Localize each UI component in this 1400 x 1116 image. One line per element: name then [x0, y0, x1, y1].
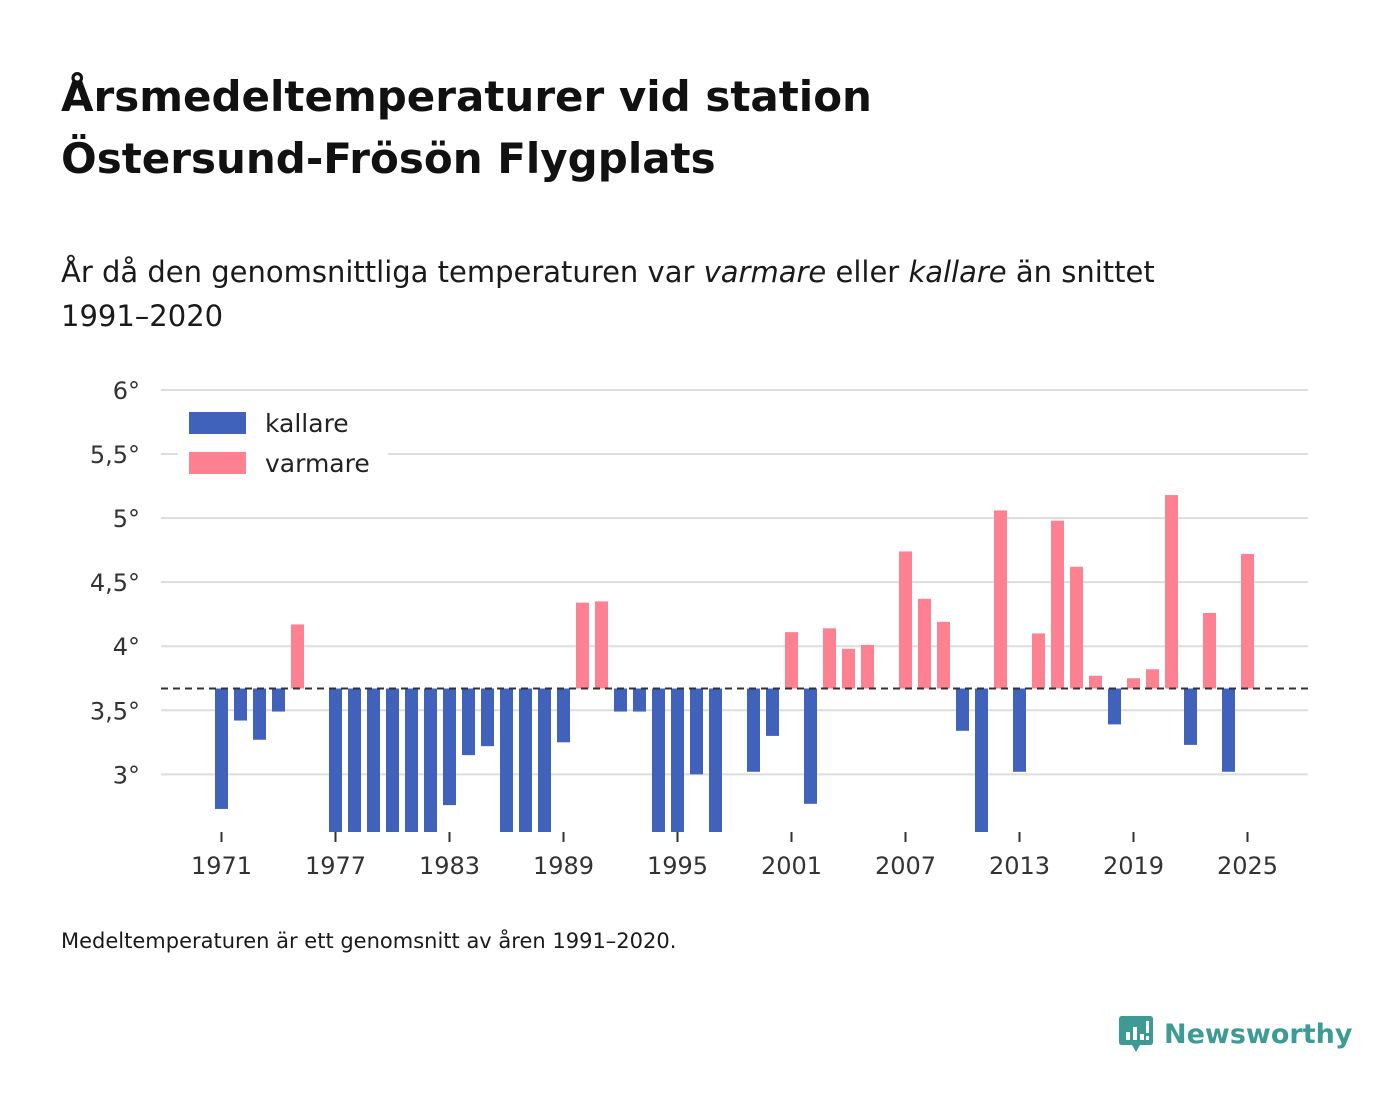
bar-warm-1991 [595, 601, 608, 689]
bar-cold-1972 [234, 688, 247, 721]
x-tick-label: 1995 [647, 852, 708, 880]
brand-logo[interactable]: Newsworthy [1118, 1012, 1352, 1056]
legend-swatch-cold [189, 412, 246, 434]
bar-cold-2013 [1013, 688, 1026, 772]
bar-cold-2018 [1108, 688, 1121, 725]
y-tick-label: 5,5° [90, 441, 140, 469]
bar-warm-2014 [1032, 633, 1045, 689]
x-tick-label: 1983 [419, 852, 480, 880]
bar-cold-1977 [329, 688, 342, 832]
title-line-2: Östersund-Frösön Flygplats [61, 134, 716, 183]
bar-cold-1978 [348, 688, 361, 832]
bar-warm-1990 [576, 602, 589, 689]
chart-title: Årsmedeltemperaturer vid station Östersu… [61, 66, 1061, 190]
subtitle-part-1: År då den genomsnittliga temperaturen va… [61, 255, 704, 289]
brand-name: Newsworthy [1164, 1018, 1353, 1050]
bar-cold-1981 [405, 688, 418, 832]
x-tick-label: 2019 [1103, 852, 1164, 880]
bar-cold-2000 [766, 688, 779, 736]
bar-warm-2008 [918, 598, 931, 689]
bar-cold-2002 [804, 688, 817, 804]
y-tick-label: 4° [113, 633, 140, 661]
subtitle-warm-word: varmare [703, 255, 827, 289]
bar-cold-1988 [538, 688, 551, 832]
bar-cold-1979 [367, 688, 380, 832]
bar-cold-2022 [1184, 688, 1197, 745]
bar-cold-1989 [557, 688, 570, 743]
x-tick-label: 2001 [761, 852, 822, 880]
bar-cold-1974 [272, 688, 285, 712]
subtitle-part-2: eller [826, 255, 909, 289]
bar-cold-1982 [424, 688, 437, 832]
bar-cold-1980 [386, 688, 399, 832]
bar-cold-1992 [614, 688, 627, 712]
bar-chart: 3° 3,5° 4° 4,5° 5° 5,5° 6° 1971 1977 1983 1989 1995… [90, 377, 1308, 880]
bar-cold-1985 [481, 688, 494, 747]
x-tick-label: 1977 [305, 852, 366, 880]
bar-cold-2024 [1222, 688, 1235, 772]
legend: kallare varmare [178, 395, 388, 483]
y-tick-label: 5° [113, 505, 140, 533]
bar-cold-2011 [975, 688, 988, 832]
bar-warm-2019 [1127, 678, 1140, 689]
bar-warm-2016 [1070, 566, 1083, 689]
x-tick-label: 2007 [875, 852, 936, 880]
bar-warm-2009 [937, 621, 950, 689]
y-tick-label: 3,5° [90, 697, 140, 725]
bar-cold-1983 [443, 688, 456, 806]
bar-cold-1994 [652, 688, 665, 832]
bar-layer [215, 495, 1254, 832]
legend-swatch-warm [189, 452, 246, 474]
y-tick-label: 3° [113, 761, 140, 789]
bar-warm-1975 [291, 624, 304, 689]
footnote: Medeltemperaturen är ett genomsnitt av å… [61, 929, 677, 953]
y-tick-label: 6° [113, 377, 140, 405]
bar-cold-1996 [690, 688, 703, 775]
bar-warm-2007 [899, 551, 912, 689]
bar-warm-2003 [823, 628, 836, 689]
bar-warm-2023 [1203, 612, 1216, 689]
bar-warm-2017 [1089, 675, 1102, 689]
axis-layer: 3° 3,5° 4° 4,5° 5° 5,5° 6° 1971 1977 1983 1989 1995… [90, 377, 1278, 880]
legend-label-cold: kallare [265, 409, 349, 438]
x-tick-label: 1971 [191, 852, 252, 880]
bar-warm-2005 [861, 644, 874, 689]
bar-cold-2010 [956, 688, 969, 731]
x-tick-label: 2025 [1217, 852, 1278, 880]
bar-cold-1984 [462, 688, 475, 756]
newsworthy-logo-icon [1119, 1016, 1153, 1052]
bar-cold-1999 [747, 688, 760, 772]
subtitle-cold-word: kallare [908, 255, 1007, 289]
bar-warm-2015 [1051, 520, 1064, 689]
x-tick-label: 1989 [533, 852, 594, 880]
subtitle-line-2: 1991–2020 [61, 299, 224, 333]
bar-warm-2025 [1241, 553, 1254, 689]
bar-cold-1971 [215, 688, 228, 809]
bar-warm-2012 [994, 510, 1007, 689]
legend-label-warm: varmare [265, 449, 370, 478]
bar-warm-2001 [785, 632, 798, 689]
bar-warm-2004 [842, 648, 855, 689]
bar-cold-1993 [633, 688, 646, 712]
bar-cold-1973 [253, 688, 266, 740]
bar-warm-2021 [1165, 495, 1178, 689]
subtitle-part-3: än snittet [1006, 255, 1155, 289]
x-tick-label: 2013 [989, 852, 1050, 880]
bar-cold-1995 [671, 688, 684, 832]
chart-subtitle: År då den genomsnittliga temperaturen va… [61, 250, 1301, 338]
bar-cold-1986 [500, 688, 513, 832]
bar-cold-1997 [709, 688, 722, 832]
bar-cold-1987 [519, 688, 532, 832]
y-tick-label: 4,5° [90, 569, 140, 597]
bar-warm-2020 [1146, 669, 1159, 689]
title-line-1: Årsmedeltemperaturer vid station [61, 72, 872, 121]
